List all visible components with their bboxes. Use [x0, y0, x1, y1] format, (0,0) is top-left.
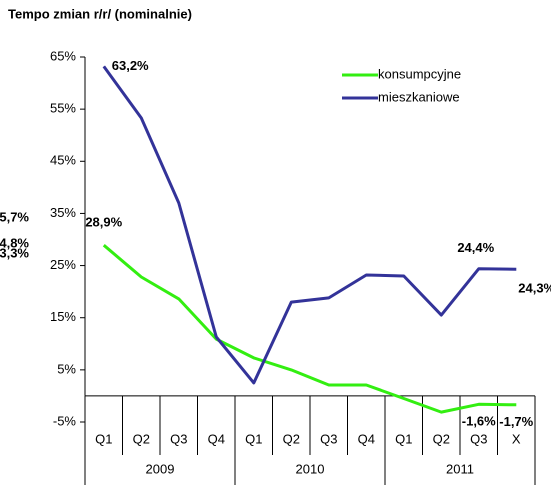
data-label: 63,2% — [112, 58, 149, 73]
x-tick-label: Q2 — [433, 431, 450, 446]
legend-label: konsumpcyjne — [378, 66, 461, 81]
x-tick-label: Q4 — [358, 431, 375, 446]
y-tick-label: 35% — [50, 205, 76, 220]
y-tick-label: 55% — [50, 101, 76, 116]
x-tick-label: Q3 — [170, 431, 187, 446]
data-label: -1,7% — [499, 414, 533, 429]
group-label: 2010 — [296, 461, 325, 476]
group-label: 2011 — [446, 461, 474, 476]
y-tick-label: -5% — [53, 413, 77, 428]
data-label: 24,4% — [457, 240, 494, 255]
x-tick-label: Q4 — [208, 431, 225, 446]
clipped-label: 3,3% — [0, 245, 29, 260]
y-tick-label: 25% — [50, 257, 76, 272]
data-label: -1,6% — [462, 414, 496, 429]
y-tick-label: 65% — [50, 48, 76, 63]
group-label: 2009 — [146, 461, 175, 476]
x-tick-label: Q2 — [133, 431, 150, 446]
clipped-label: 5,7% — [0, 209, 29, 224]
y-tick-label: 45% — [50, 153, 76, 168]
x-tick-label: Q3 — [320, 431, 337, 446]
data-label: 28,9% — [85, 215, 122, 230]
series-line — [102, 65, 517, 385]
y-tick-label: 15% — [50, 309, 76, 324]
data-label: 24,3% — [518, 281, 551, 296]
y-tick-label: 5% — [57, 361, 76, 376]
x-tick-label: Q1 — [245, 431, 262, 446]
x-tick-label: Q2 — [283, 431, 300, 446]
series-line — [102, 244, 517, 414]
x-tick-label: X — [512, 431, 521, 446]
clipped-label: 4,8% — [0, 235, 29, 250]
x-tick-label: Q3 — [470, 431, 487, 446]
x-tick-label: Q1 — [395, 431, 412, 446]
legend-label: mieszkaniowe — [378, 89, 460, 104]
x-tick-label: Q1 — [95, 431, 112, 446]
chart-title: Tempo zmian r/r/ (nominalnie) — [8, 6, 192, 21]
